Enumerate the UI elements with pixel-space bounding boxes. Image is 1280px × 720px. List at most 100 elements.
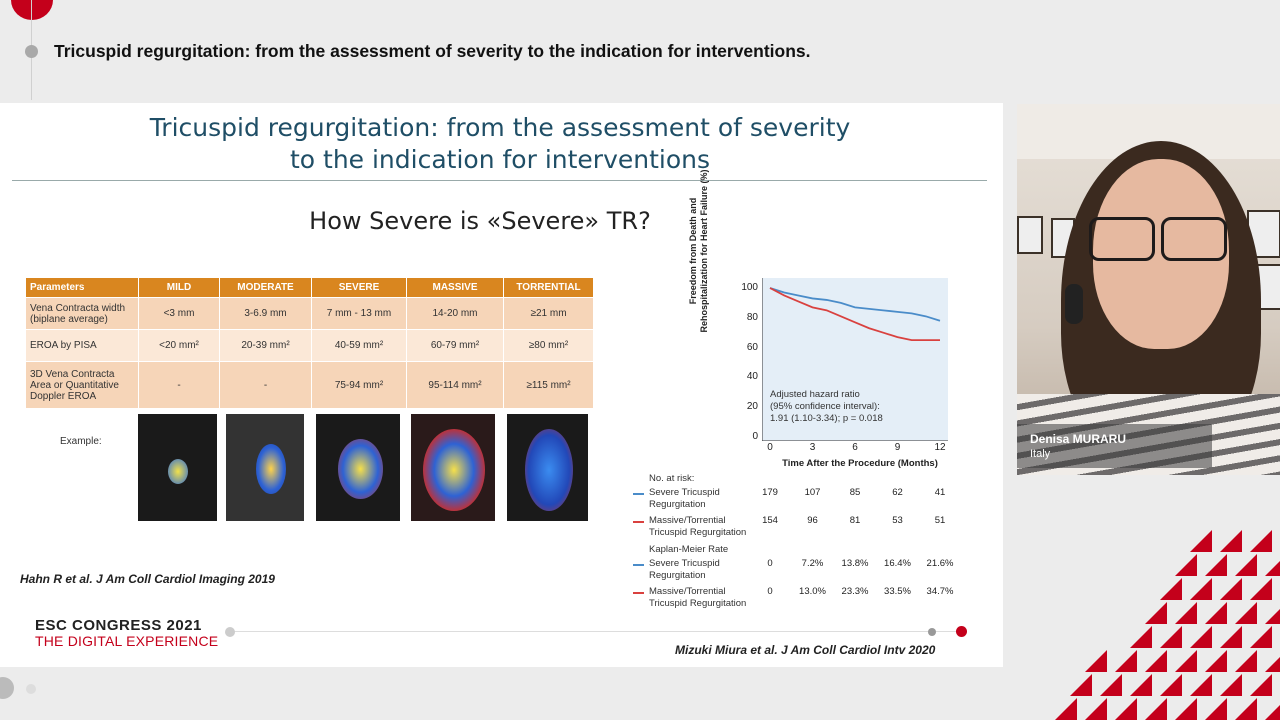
table-row: EROA by PISA <20 mm² 20-39 mm² 40-59 mm²…: [25, 329, 594, 362]
triangle-shape: [1265, 657, 1280, 672]
hazard-line3: 1.91 (1.10-3.34); p = 0.018: [770, 413, 883, 424]
triangle-shape: [1130, 674, 1152, 696]
esc-decorative-pattern: [1040, 530, 1280, 720]
triangle-shape: [1220, 674, 1242, 696]
table-cell: Vena Contracta width (biplane average): [25, 297, 139, 330]
risk-value: 154: [762, 515, 778, 526]
triangle-shape: [1190, 626, 1212, 648]
echo-image-mild: [138, 414, 217, 521]
triangle-shape: [1190, 530, 1212, 552]
progress-start-dot[interactable]: [225, 627, 235, 637]
risk-value: 7.2%: [801, 558, 824, 569]
glasses-icon: [1161, 217, 1227, 261]
risk-value: 41: [934, 487, 946, 498]
x-tick-label: 12: [934, 442, 946, 453]
y-tick-label: 100: [741, 282, 758, 293]
echo-image-torrential: [507, 414, 588, 521]
triangle-shape: [1250, 626, 1272, 648]
chart-ylabel: Freedom from Death and Rehospitalization…: [688, 169, 709, 333]
y-tick-label: 0: [752, 431, 758, 442]
series-line-1: [769, 287, 940, 342]
triangle-shape: [1055, 698, 1077, 720]
triangle-shape: [1235, 602, 1257, 624]
risk-value: 21.6%: [926, 558, 954, 569]
progress-dot[interactable]: [928, 628, 936, 636]
triangle-shape: [1190, 674, 1212, 696]
triangle-shape: [1205, 602, 1227, 624]
triangle-shape: [1100, 674, 1122, 696]
triangle-shape: [1160, 626, 1182, 648]
esc-brand-dot: [11, 0, 53, 20]
slide-title: Tricuspid regurgitation: from the assess…: [0, 112, 1000, 176]
glasses-icon: [1089, 217, 1155, 261]
table-header: MASSIVE: [406, 277, 504, 298]
triangle-shape: [1205, 698, 1227, 720]
table-cell: 20-39 mm²: [219, 329, 312, 362]
table-cell: 40-59 mm²: [311, 329, 407, 362]
table-cell: 14-20 mm: [406, 297, 504, 330]
table-row: Vena Contracta width (biplane average) <…: [25, 297, 594, 330]
risk-value: 34.7%: [926, 586, 954, 597]
table-cell: 7 mm - 13 mm: [311, 297, 407, 330]
slide-subtitle: How Severe is «Severe» TR?: [309, 207, 651, 235]
table-cell: -: [138, 361, 220, 409]
triangle-shape: [1265, 609, 1280, 624]
table-header: Parameters: [25, 277, 139, 298]
speaker-name-overlay: [1017, 424, 1212, 468]
triangle-shape: [1250, 674, 1272, 696]
triangle-shape: [1115, 698, 1137, 720]
triangle-shape: [1145, 650, 1167, 672]
progress-current-dot[interactable]: [956, 626, 967, 637]
triangle-shape: [1220, 626, 1242, 648]
triangle-shape: [1265, 705, 1280, 720]
x-tick-label: 9: [894, 442, 901, 453]
risk-label-line1: Severe Tricuspid: [649, 558, 720, 569]
table-header: TORRENTIAL: [503, 277, 594, 298]
example-label: Example:: [60, 436, 102, 447]
table-cell: 3-6.9 mm: [219, 297, 312, 330]
risk-header: No. at risk:: [649, 473, 695, 484]
risk-label-line2: Regurgitation: [649, 570, 706, 581]
y-tick-label: 60: [746, 341, 758, 353]
table-cell: -: [219, 361, 312, 409]
risk-label-line2: Tricuspid Regurgitation: [649, 527, 747, 538]
table-cell: ≥21 mm: [503, 297, 594, 330]
table-header: MODERATE: [219, 277, 312, 298]
risk-label-line1: Severe Tricuspid: [649, 487, 720, 498]
table-cell: 60-79 mm²: [406, 329, 504, 362]
session-title: Tricuspid regurgitation: from the assess…: [54, 41, 811, 61]
echo-image-moderate: [226, 414, 304, 521]
table-cell: EROA by PISA: [25, 329, 139, 362]
risk-value: 85: [849, 487, 861, 498]
triangle-shape: [1160, 674, 1182, 696]
esc-logo-title: ESC CONGRESS 2021: [35, 617, 202, 634]
triangle-shape: [1235, 650, 1257, 672]
slide-progress-track: [230, 631, 960, 632]
risk-value: 13.0%: [799, 586, 826, 597]
risk-value: 179: [762, 487, 778, 498]
triangle-pattern-icon: [1055, 530, 1280, 720]
table-header: MILD: [138, 277, 220, 298]
table-cell: 75-94 mm²: [311, 361, 407, 409]
hazard-annotation: Adjusted hazard ratio (95% confidence in…: [770, 389, 883, 425]
triangle-shape: [1145, 698, 1167, 720]
triangle-shape: [1250, 578, 1272, 600]
speaker-video: [1017, 104, 1280, 475]
triangle-shape: [1205, 554, 1227, 576]
risk-value: 0: [767, 586, 773, 597]
table-cell: 3D Vena Contracta Area or Quantitative D…: [25, 361, 139, 409]
x-tick-label: 6: [852, 442, 858, 453]
risk-value: 81: [849, 515, 861, 526]
risk-legend-line: [633, 564, 644, 566]
slide-title-line2: to the indication for interventions: [289, 145, 711, 174]
echo-image-severe: [316, 414, 400, 521]
risk-row-label: Severe Tricuspid Regurgitation: [649, 487, 720, 511]
series-line-0: [769, 287, 941, 322]
speaker-name: Denisa MURARU: [1030, 432, 1127, 446]
risk-value: 16.4%: [884, 558, 911, 569]
triangle-shape: [1250, 530, 1272, 552]
risk-value: 0: [767, 558, 773, 569]
triangle-shape: [1175, 554, 1197, 576]
title-divider: [12, 180, 987, 181]
severity-table: Parameters MILD MODERATE SEVERE MASSIVE …: [25, 277, 594, 409]
